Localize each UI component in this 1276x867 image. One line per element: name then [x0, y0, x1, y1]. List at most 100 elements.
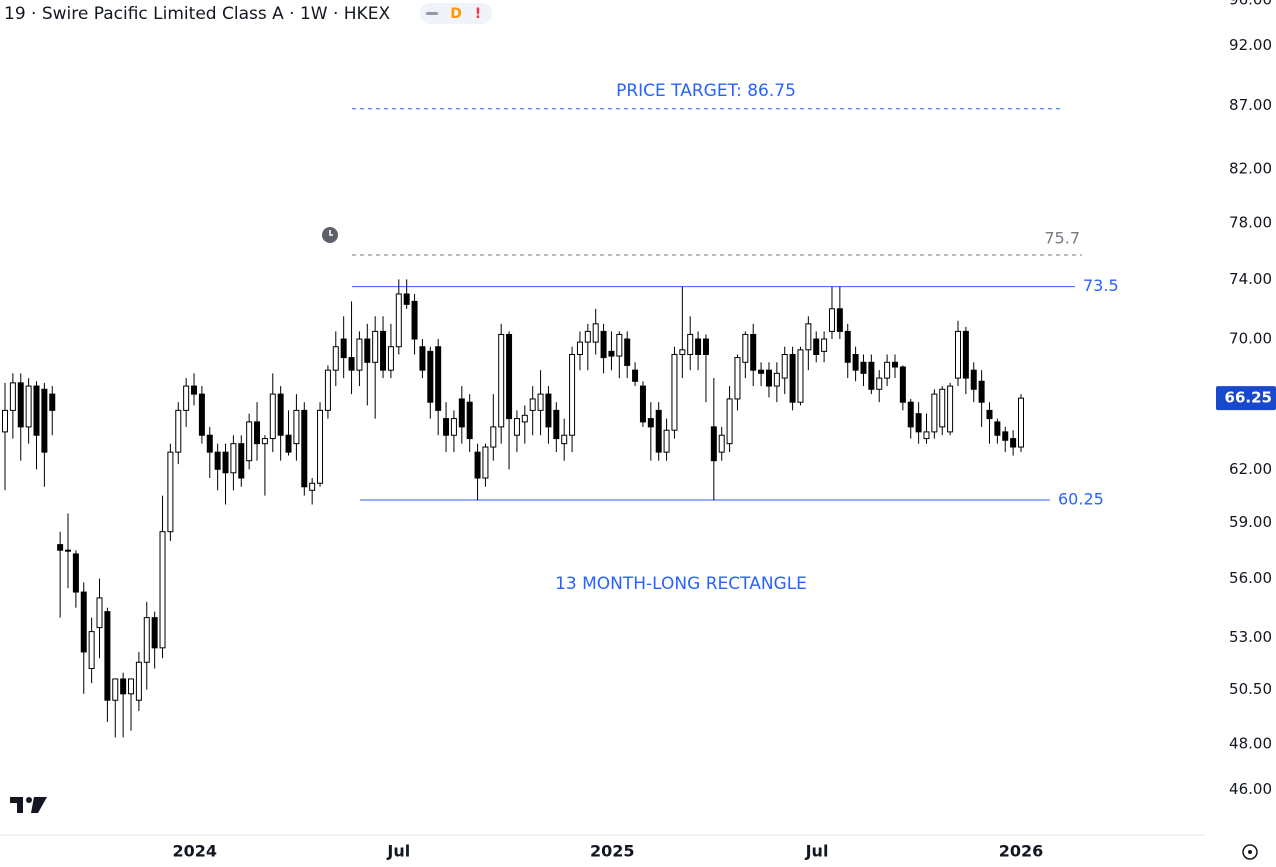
- candle: [773, 362, 780, 403]
- candle: [143, 601, 150, 690]
- candle-body: [592, 323, 599, 343]
- candle-body: [135, 661, 142, 701]
- candle: [285, 410, 292, 456]
- candle-body: [521, 414, 528, 423]
- candle-body: [364, 338, 371, 363]
- alarm-icon: [322, 227, 338, 243]
- candle: [419, 339, 426, 379]
- candle: [395, 279, 402, 355]
- candle: [923, 413, 930, 444]
- candle: [41, 382, 48, 487]
- candle: [506, 331, 513, 470]
- candle-body: [907, 401, 914, 428]
- candle-body: [569, 353, 576, 436]
- candle: [49, 386, 56, 436]
- y-tick-label: 96.00: [1229, 0, 1272, 9]
- candle: [899, 365, 906, 411]
- candle: [324, 365, 331, 419]
- candle-body: [25, 385, 32, 428]
- candle-body: [876, 377, 883, 390]
- candle: [529, 386, 536, 436]
- candle: [33, 381, 40, 470]
- candle-body: [348, 357, 355, 371]
- candle-body: [970, 369, 977, 390]
- candle-body: [128, 678, 135, 695]
- candle-body: [104, 611, 111, 701]
- candle-body: [781, 353, 788, 379]
- status-badges: [420, 3, 492, 24]
- candle-body: [474, 451, 481, 479]
- candle: [687, 316, 694, 371]
- candle: [608, 331, 615, 371]
- candle-body: [301, 409, 308, 488]
- candle: [246, 413, 253, 470]
- y-tick-label: 70.00: [1229, 330, 1272, 348]
- candle-body: [821, 338, 828, 352]
- candle: [372, 316, 379, 419]
- candle-body: [939, 388, 946, 428]
- candle-body: [813, 338, 820, 355]
- candle-body: [120, 678, 127, 695]
- candle-body: [238, 443, 245, 479]
- candle: [545, 386, 552, 444]
- candle-body: [41, 388, 48, 453]
- candle-body: [498, 333, 505, 428]
- candle-body: [57, 544, 64, 551]
- candle-body: [561, 434, 568, 445]
- candle-body: [159, 531, 166, 649]
- settings-icon: [1242, 844, 1258, 860]
- candle: [513, 410, 520, 453]
- candle: [639, 381, 646, 427]
- candle-body: [246, 421, 253, 462]
- candle: [695, 331, 702, 371]
- candle-body: [836, 308, 843, 332]
- candle-body: [143, 617, 150, 663]
- candle: [702, 334, 709, 403]
- candle-body: [222, 451, 229, 474]
- candle-body: [513, 418, 520, 436]
- candle: [450, 410, 457, 453]
- candle: [1010, 430, 1017, 456]
- candle: [222, 443, 229, 505]
- candle: [1018, 394, 1024, 453]
- candle-body: [679, 349, 686, 355]
- candle: [521, 405, 528, 444]
- candle-body: [899, 366, 906, 403]
- candle: [9, 373, 16, 439]
- candle-body: [954, 330, 961, 379]
- candle: [828, 286, 835, 340]
- y-tick-label: 92.00: [1229, 36, 1272, 54]
- candle-body: [206, 434, 213, 453]
- y-tick-label: 50.50: [1229, 680, 1272, 698]
- candle-body: [427, 350, 434, 403]
- candle-body: [655, 409, 662, 453]
- y-tick-label: 87.00: [1229, 96, 1272, 114]
- candle-body: [860, 361, 867, 374]
- candle: [317, 402, 324, 487]
- candle-body: [750, 333, 757, 371]
- candle: [96, 578, 103, 659]
- candle: [191, 373, 198, 406]
- candle: [663, 418, 670, 461]
- candle: [852, 346, 859, 382]
- candle: [261, 435, 268, 496]
- candle-body: [65, 549, 72, 552]
- candle-body: [663, 429, 670, 453]
- candle-body: [435, 346, 442, 411]
- candle-body: [584, 330, 591, 343]
- last-price-label: 66.25: [1225, 389, 1272, 407]
- candle: [986, 402, 993, 444]
- candle-body: [2, 409, 8, 433]
- candle-body: [340, 338, 347, 359]
- candle-body: [695, 338, 702, 355]
- candle-body: [986, 409, 993, 420]
- candle: [411, 293, 418, 355]
- x-tick-label: 2025: [590, 842, 635, 861]
- candle: [65, 513, 72, 589]
- candle-body: [96, 597, 103, 629]
- candle: [490, 394, 497, 461]
- candle: [474, 443, 481, 501]
- candle: [584, 323, 591, 371]
- candle: [167, 443, 174, 541]
- y-tick-label: 82.00: [1229, 160, 1272, 178]
